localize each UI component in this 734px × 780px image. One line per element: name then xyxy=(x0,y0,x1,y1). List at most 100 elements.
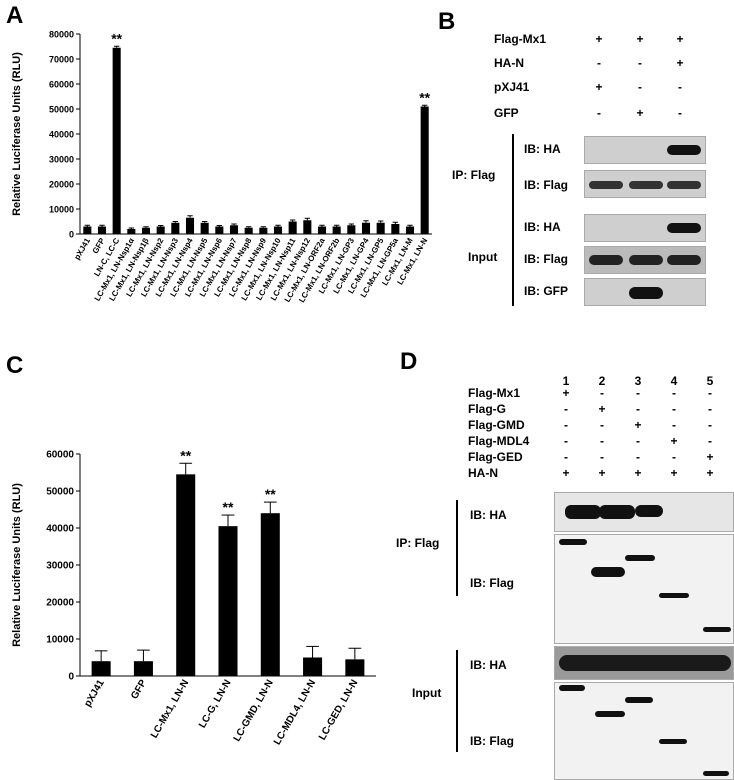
bar xyxy=(361,222,371,234)
sign: + xyxy=(706,466,714,480)
y-tick-label: 30000 xyxy=(46,561,74,572)
sign: - xyxy=(564,402,568,416)
lane-number: 1 xyxy=(562,374,570,388)
band xyxy=(599,505,635,519)
bar xyxy=(185,217,195,234)
sign: - xyxy=(708,418,712,432)
panel-d-letter: D xyxy=(400,348,418,375)
lane-number: 3 xyxy=(634,374,642,388)
y-tick-label: 0 xyxy=(69,230,74,240)
sign: - xyxy=(564,434,568,448)
sign: + xyxy=(562,386,570,400)
row-label-ha-n: HA-N xyxy=(468,466,498,480)
lane-number: 5 xyxy=(706,374,714,388)
bar xyxy=(405,226,415,234)
x-tick-label: LC-MDL4, LN-N xyxy=(272,678,318,747)
sign: - xyxy=(678,106,682,120)
sign: + xyxy=(562,466,570,480)
blot-input-gfp xyxy=(584,278,706,306)
band xyxy=(703,771,729,776)
bar xyxy=(229,225,239,234)
blot-ip-flag xyxy=(584,170,706,198)
row-label-flag-gmd: Flag-GMD xyxy=(468,418,525,432)
sign: - xyxy=(600,434,604,448)
x-tick-label: pXJ41 xyxy=(72,236,92,261)
y-axis-label: Relative Luciferase Units (RLU) xyxy=(11,52,23,216)
blot-input-flag xyxy=(554,682,734,780)
band xyxy=(635,505,663,517)
sign: - xyxy=(600,386,604,400)
row-label-ha-n: HA-N xyxy=(494,56,524,70)
ib-gfp-label: IB: GFP xyxy=(524,284,568,298)
bar xyxy=(303,220,312,234)
sign: + xyxy=(598,466,606,480)
y-tick-label: 30000 xyxy=(49,155,74,165)
band xyxy=(595,711,625,717)
significance-label: ** xyxy=(419,89,430,105)
x-tick-label: LC-Mx1, LN-N xyxy=(149,678,191,740)
bar xyxy=(112,47,121,234)
bar xyxy=(288,221,297,234)
panel-c-letter: C xyxy=(6,352,24,379)
sign: - xyxy=(636,434,640,448)
y-tick-label: 80000 xyxy=(49,30,74,40)
sign: + xyxy=(676,56,684,70)
sign: - xyxy=(564,450,568,464)
band xyxy=(625,555,655,561)
ib-flag-label: IB: Flag xyxy=(470,576,514,590)
y-tick-label: 60000 xyxy=(49,80,74,90)
sign: - xyxy=(672,402,676,416)
panel-d-blot: 1 2 3 4 5 Flag-Mx1 Flag-G Flag-GMD Flag-… xyxy=(380,370,734,780)
lane-number: 4 xyxy=(670,374,678,388)
row-label-flag-ged: Flag-GED xyxy=(468,450,523,464)
row-label-flag-g: Flag-G xyxy=(468,402,506,416)
band xyxy=(667,181,701,189)
bar xyxy=(376,222,385,234)
significance-label: ** xyxy=(265,486,276,502)
bar xyxy=(176,474,196,676)
sign: - xyxy=(636,450,640,464)
sign: + xyxy=(676,32,684,46)
row-label-gfp: GFP xyxy=(494,106,519,120)
input-bracket xyxy=(512,216,514,306)
significance-label: ** xyxy=(180,447,191,463)
bar xyxy=(273,226,283,234)
bar xyxy=(97,226,107,234)
bar xyxy=(215,226,224,234)
band xyxy=(589,255,623,265)
y-tick-label: 70000 xyxy=(49,55,74,65)
band xyxy=(629,287,663,299)
band xyxy=(559,655,731,671)
bar xyxy=(332,226,341,234)
significance-label: ** xyxy=(111,30,122,46)
y-tick-label: 10000 xyxy=(49,205,74,215)
blot-input-flag xyxy=(584,246,706,274)
ip-flag-label: IP: Flag xyxy=(452,168,496,182)
panel-b-blot: Flag-Mx1 HA-N pXJ41 GFP + + + - - + + - … xyxy=(440,20,734,320)
bar xyxy=(200,222,209,234)
blot-input-ha xyxy=(584,214,706,242)
panel-b-letter: B xyxy=(438,8,456,35)
significance-label: ** xyxy=(223,499,234,515)
input-label: Input xyxy=(468,250,498,264)
sign: - xyxy=(597,56,601,70)
blot-ip-ha xyxy=(554,492,734,532)
bar xyxy=(259,227,268,234)
bar xyxy=(156,226,165,234)
bar xyxy=(345,659,365,676)
bar xyxy=(141,227,151,234)
x-tick-label: pXJ41 xyxy=(82,678,106,709)
band xyxy=(659,593,689,598)
sign: + xyxy=(595,80,603,94)
x-tick-label: LC-G, LN-N xyxy=(197,678,233,730)
y-tick-label: 0 xyxy=(68,672,74,683)
y-tick-label: 20000 xyxy=(46,598,74,609)
input-label: Input xyxy=(412,686,442,700)
sign: + xyxy=(670,466,678,480)
band xyxy=(591,567,625,577)
sign: + xyxy=(670,434,678,448)
bar xyxy=(171,222,180,234)
y-axis-label: Relative Luciferase Units (RLU) xyxy=(11,483,23,647)
sign: - xyxy=(708,434,712,448)
bar xyxy=(303,657,323,676)
